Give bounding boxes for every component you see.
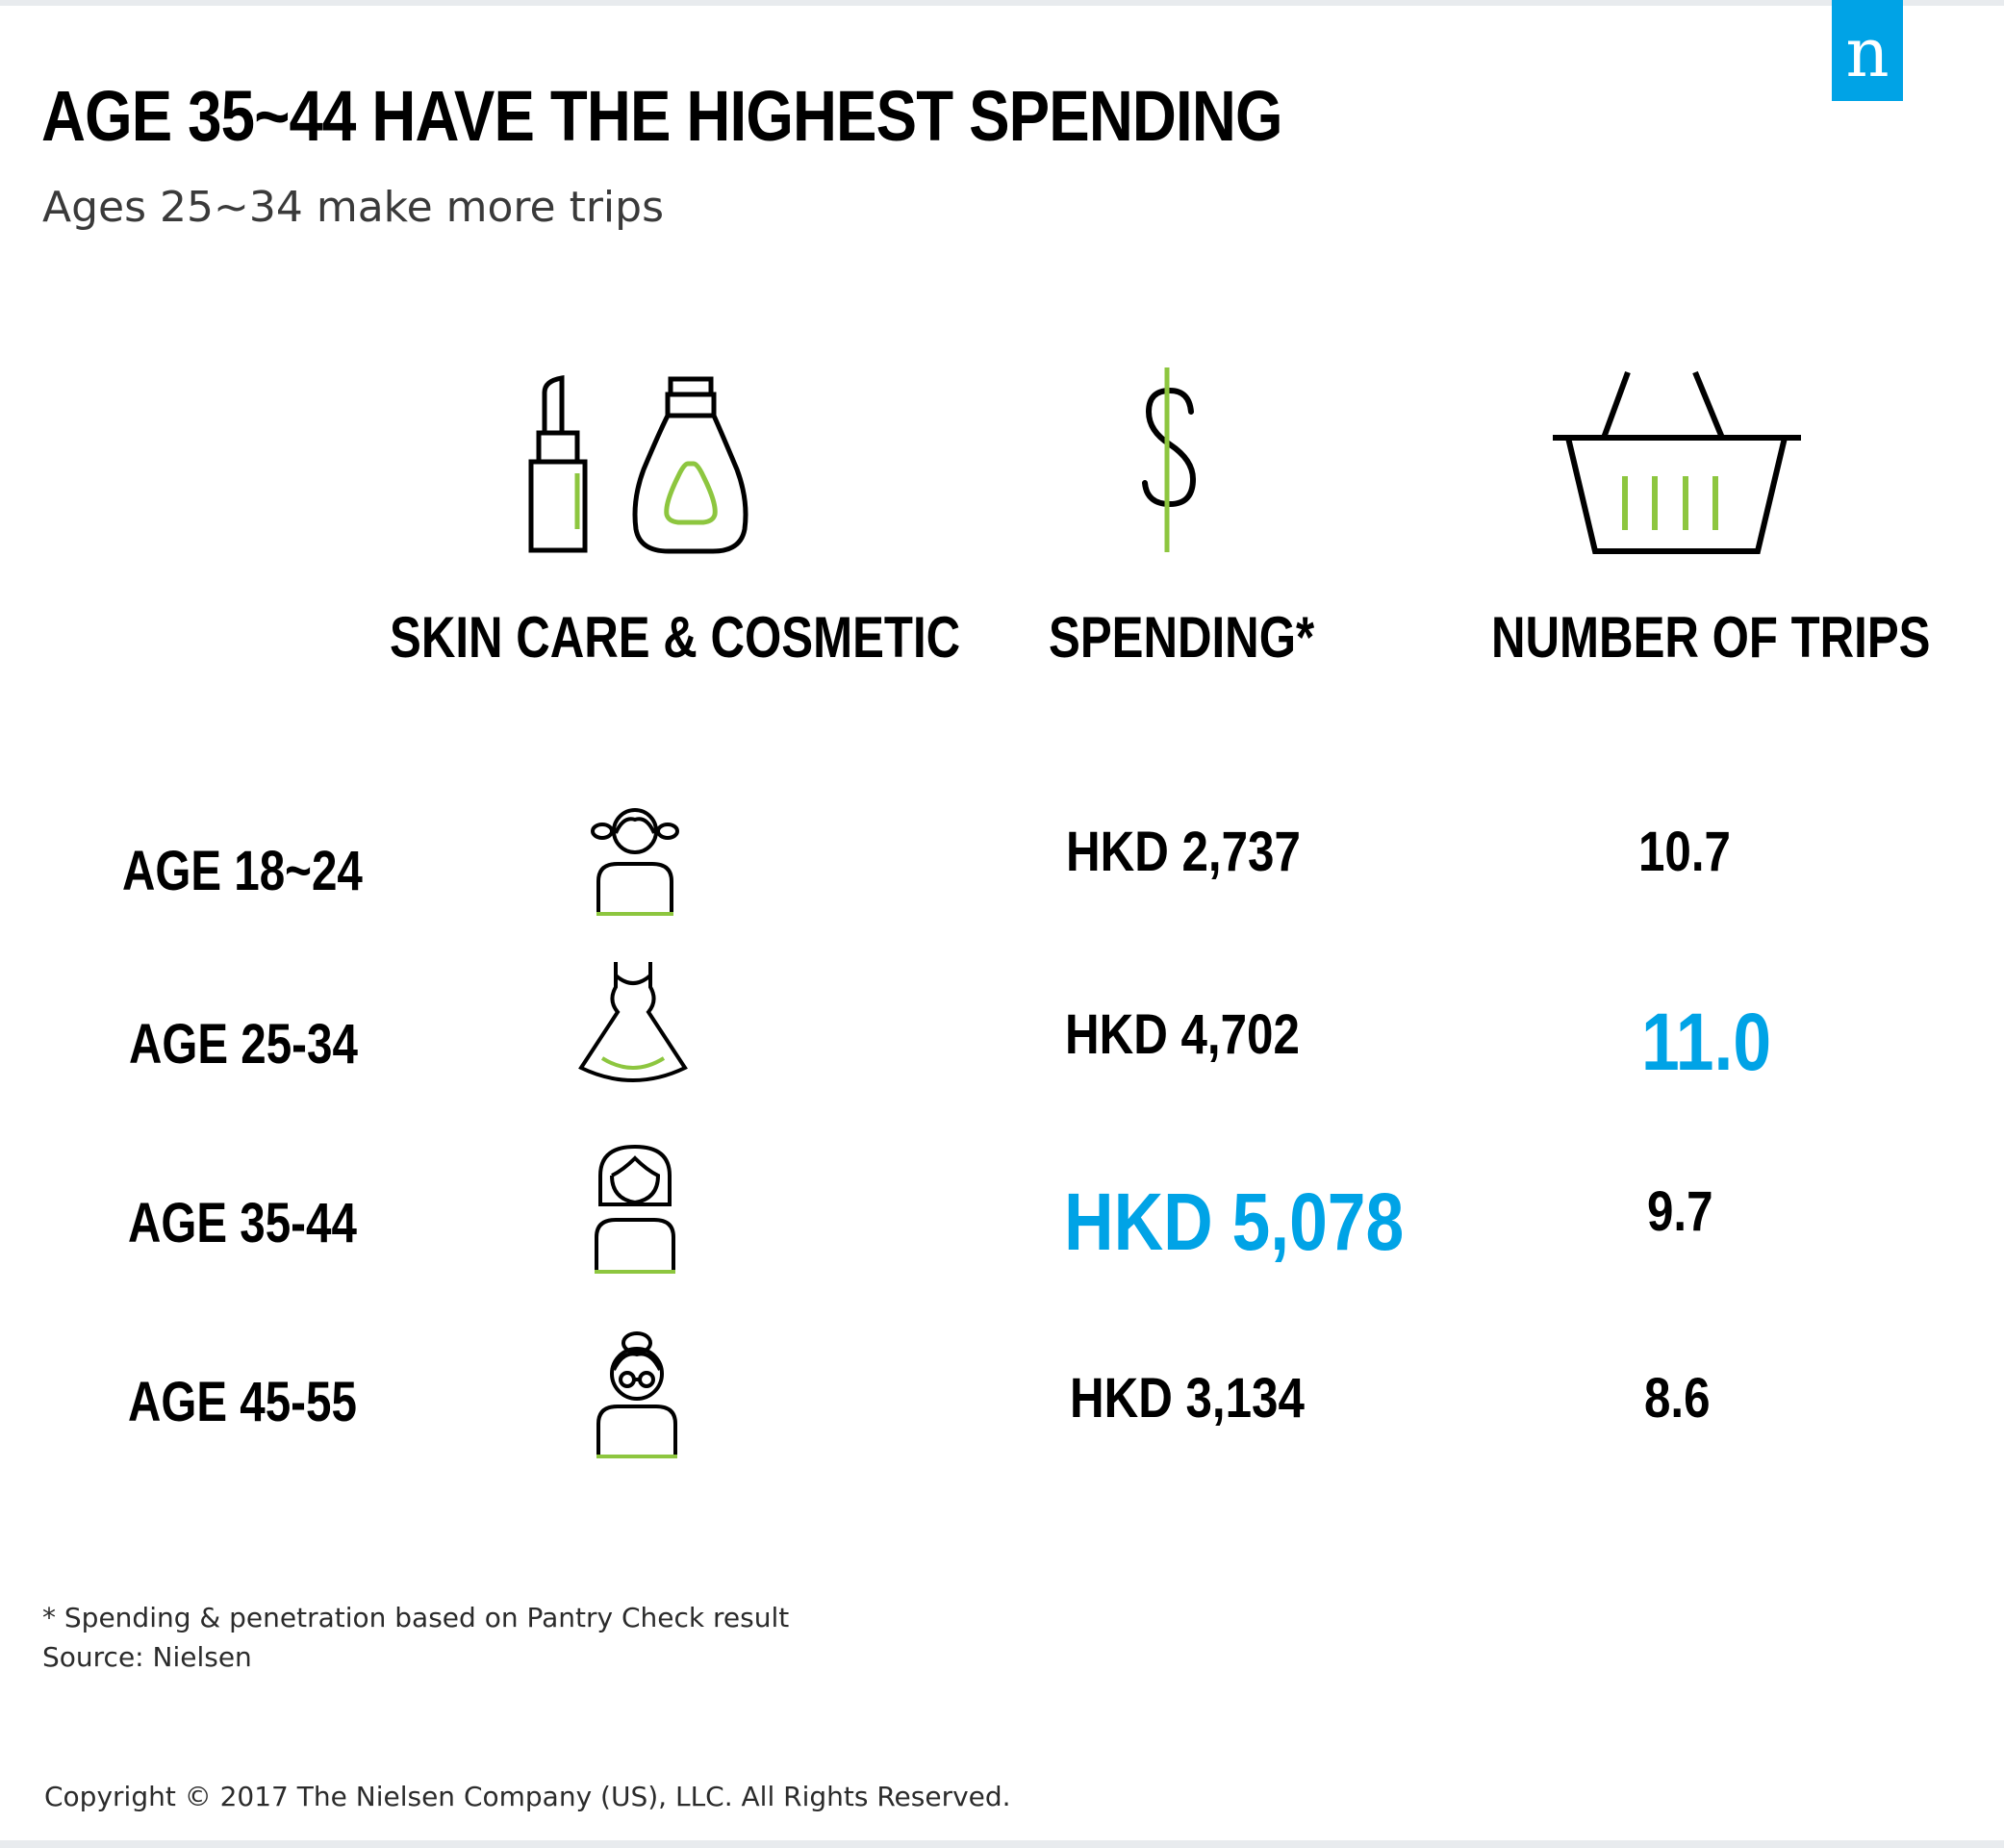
row-trips-value: 8.6 [1644, 1367, 1711, 1430]
lotion-bottle-icon [632, 376, 748, 554]
footnote-source: Source: Nielsen [42, 1641, 252, 1673]
row-age-label: AGE 35-44 [128, 1192, 357, 1254]
top-border [0, 0, 2004, 6]
copyright-notice: Copyright © 2017 The Nielsen Company (US… [44, 1781, 1011, 1812]
row-age-label: AGE 45-55 [128, 1371, 357, 1433]
column-header-spending: SPENDING* [1049, 605, 1315, 670]
lipstick-icon [528, 375, 588, 553]
column-header-category: SKIN CARE & COSMETIC [390, 605, 961, 670]
row-spending-value: HKD 3,134 [1070, 1367, 1305, 1430]
dress-icon [578, 962, 688, 1082]
row-trips-value: 9.7 [1647, 1180, 1713, 1243]
row-age-label: AGE 18~24 [122, 840, 363, 902]
page-title: AGE 35~44 HAVE THE HIGHEST SPENDING [41, 76, 1282, 156]
shopping-basket-icon [1553, 370, 1801, 554]
older-woman-glasses-icon [596, 1331, 677, 1458]
row-spending-value: HKD 2,737 [1066, 821, 1301, 883]
row-spending-value: HKD 4,702 [1065, 1003, 1300, 1066]
footnote-spending-basis: * Spending & penetration based on Pantry… [42, 1602, 790, 1633]
row-age-label: AGE 25-34 [129, 1013, 358, 1076]
nielsen-logo: n [1832, 0, 1903, 101]
page-subtitle: Ages 25~34 make more trips [42, 183, 665, 232]
girl-pigtails-icon [591, 808, 679, 916]
row-trips-value: 11.0 [1641, 997, 1772, 1087]
row-trips-value: 10.7 [1638, 821, 1731, 883]
woman-bob-hair-icon [595, 1144, 675, 1274]
column-header-trips: NUMBER OF TRIPS [1491, 605, 1931, 670]
bottom-border [0, 1840, 2004, 1848]
row-spending-value: HKD 5,078 [1064, 1177, 1405, 1267]
dollar-sign-icon [1142, 367, 1197, 552]
